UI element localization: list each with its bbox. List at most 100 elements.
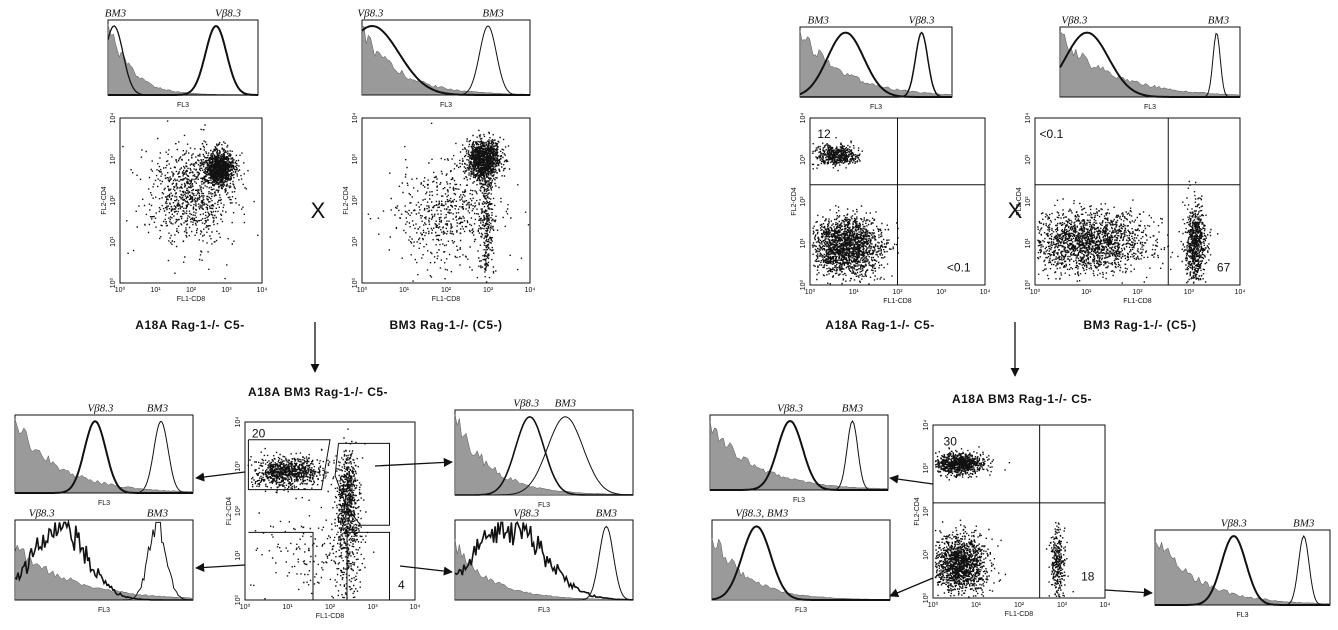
- y-tick-label: 10⁰: [351, 278, 359, 289]
- x-tick-label: 10⁰: [240, 603, 251, 611]
- percentage: 4: [398, 578, 405, 592]
- histogram-shaded: [454, 414, 634, 496]
- dots: [122, 120, 259, 280]
- histogram-shaded: [1059, 30, 1241, 98]
- x-tick-label: 10¹: [849, 289, 860, 296]
- histogram-label: Vβ8.3: [1061, 15, 1087, 27]
- dot-plot-frame: [119, 117, 263, 284]
- histogram-label: BM3: [105, 8, 127, 20]
- y-tick-label: 10²: [800, 196, 807, 207]
- percentage: 20: [252, 427, 266, 441]
- x-tick-label: 10²: [441, 287, 452, 294]
- x-tick-label: 10¹: [971, 602, 982, 609]
- axis-label: FL2-CD4: [343, 186, 350, 215]
- y-tick-label: 10⁴: [110, 113, 117, 124]
- axis-label: FL3: [1144, 104, 1156, 111]
- arrow: [399, 565, 453, 576]
- histogram-label: Vβ8.3: [357, 8, 383, 20]
- arrow: [374, 457, 453, 467]
- histogram-label: Vβ8.3: [215, 8, 241, 20]
- histogram-curve: [14, 519, 193, 601]
- axis-label: FL3: [177, 102, 189, 109]
- x-tick-label: 10⁴: [1100, 602, 1111, 609]
- histogram-shaded: [799, 30, 953, 98]
- y-tick-label: 10⁴: [923, 420, 930, 431]
- x-tick-label: 10⁴: [1235, 289, 1246, 296]
- y-tick-label: 10¹: [923, 549, 930, 560]
- x-tick-label: 10⁴: [525, 287, 536, 294]
- y-tick-label: 10¹: [800, 238, 807, 249]
- x-tick-label: 10²: [1132, 289, 1143, 296]
- histogram-curve: [711, 525, 890, 601]
- gate: [247, 439, 331, 491]
- histogram-curve: [15, 521, 194, 601]
- dots: [367, 122, 530, 283]
- y-tick-label: 10³: [1025, 154, 1032, 165]
- axis-label: FL2-CD4: [914, 497, 921, 526]
- y-tick-label: 10¹: [1025, 238, 1032, 249]
- y-tick-label: 10³: [235, 461, 242, 472]
- histogram-label: Vβ8.3: [909, 15, 935, 27]
- histogram-label: BM3: [555, 398, 577, 410]
- percentage: 67: [1217, 260, 1231, 274]
- axis-label: FL3: [870, 104, 882, 111]
- axis-label: FL1-CD8: [177, 296, 206, 303]
- gate: [248, 531, 314, 600]
- x-tick-label: 10³: [1057, 602, 1068, 609]
- y-tick-label: 10⁰: [109, 278, 117, 289]
- axis-label: FL1-CD8: [1123, 298, 1152, 305]
- percentage: 12: [817, 127, 831, 141]
- histogram-curve: [1155, 534, 1330, 606]
- arrow: [195, 471, 246, 482]
- axis-label: FL2-CD4: [1016, 187, 1023, 216]
- histogram-label: Vβ8.3: [87, 403, 113, 415]
- y-tick-label: 10⁴: [800, 113, 807, 124]
- dots: [247, 428, 375, 600]
- dot-plot-frame: [361, 117, 531, 284]
- y-tick-label: 10³: [110, 154, 117, 165]
- histogram-curve: [799, 31, 952, 98]
- y-tick-label: 10¹: [352, 236, 359, 247]
- percentage: 30: [944, 434, 958, 448]
- x-tick-label: 10²: [892, 289, 903, 296]
- x-tick-label: 10²: [186, 287, 197, 294]
- histogram-label: Vβ8.3: [513, 508, 539, 520]
- strain-name: A18A Rag-1-/- C5-: [135, 318, 244, 332]
- gate: [334, 442, 390, 526]
- x-tick-label: 10³: [936, 289, 947, 296]
- axis-label: FL3: [538, 607, 550, 614]
- x-tick-label: 10¹: [1081, 289, 1092, 296]
- x-tick-label: 10³: [1184, 289, 1195, 296]
- x-tick-label: 10²: [325, 604, 336, 611]
- histogram-shaded: [709, 420, 889, 491]
- histogram-curve: [800, 31, 952, 98]
- histogram-label: BM3: [482, 8, 504, 20]
- histogram-curve: [454, 521, 633, 601]
- y-tick-label: 10⁰: [799, 280, 807, 291]
- axis-label: FL1-CD8: [1005, 611, 1034, 618]
- histogram-curve: [455, 525, 633, 601]
- strain-name: A18A Rag-1-/- C5-: [825, 318, 934, 332]
- histogram-shaded: [14, 544, 194, 601]
- x-tick-label: 10⁰: [1030, 288, 1041, 296]
- axis-label: FL1-CD8: [883, 298, 912, 305]
- x-tick-label: 10¹: [150, 287, 161, 294]
- strain-name: A18A BM3 Rag-1-/- C5-: [248, 385, 388, 399]
- histogram-label: BM3: [842, 403, 864, 415]
- arrow: [889, 577, 934, 598]
- y-tick-label: 10¹: [110, 236, 117, 247]
- histogram-curve: [710, 419, 888, 491]
- histogram-shaded: [361, 25, 531, 96]
- axis-label: FL1-CD8: [432, 296, 461, 303]
- y-tick-label: 10²: [1025, 196, 1032, 207]
- x-tick-label: 10⁴: [410, 604, 421, 611]
- percentage: <0.1: [1040, 127, 1064, 141]
- histogram-curve: [362, 25, 530, 96]
- dots: [934, 446, 1074, 598]
- cross-symbol: X: [311, 198, 326, 223]
- histogram-curve: [361, 24, 530, 96]
- x-tick-label: 10⁰: [115, 286, 126, 294]
- y-tick-label: 10²: [923, 506, 930, 517]
- dots: [811, 137, 899, 285]
